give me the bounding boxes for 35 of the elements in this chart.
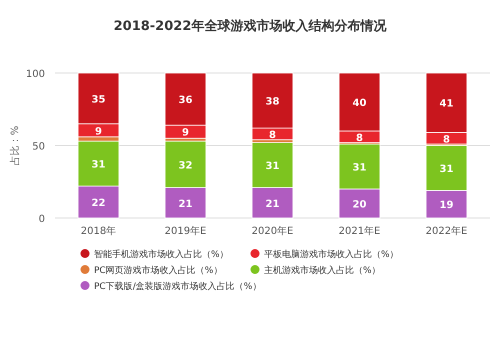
- data-label: 31: [352, 162, 366, 174]
- data-label: 40: [352, 98, 366, 109]
- data-label: 41: [440, 98, 454, 110]
- x-tick-label: 2020年E: [252, 225, 294, 237]
- data-label: 8: [443, 134, 450, 146]
- data-label: 31: [440, 164, 454, 175]
- x-tick-label: 2018年: [80, 225, 116, 237]
- data-label: 19: [440, 200, 454, 212]
- legend-label: PC下载版/盒装版游戏市场收入占比（%）: [94, 281, 262, 292]
- data-label: 20: [352, 200, 366, 210]
- y-tick-label: 0: [38, 214, 45, 225]
- x-tick-label: 2022年E: [426, 225, 468, 237]
- data-label: 36: [178, 95, 192, 106]
- data-label: 9: [182, 128, 190, 139]
- y-tick-label: 100: [26, 69, 45, 80]
- x-tick-label: 2019年E: [164, 225, 206, 237]
- data-label: 35: [92, 94, 106, 106]
- data-label: 22: [92, 198, 106, 210]
- data-label: 8: [269, 130, 276, 141]
- legend-label: 智能手机游戏市场收入占比（%）: [94, 249, 229, 260]
- data-label: 38: [266, 96, 280, 108]
- chart-title: 2018-2022年全球游戏市场收入结构分布情况: [114, 18, 388, 34]
- x-tick-label: 2021年E: [338, 225, 380, 237]
- data-label: 21: [266, 198, 280, 210]
- data-label: 32: [178, 160, 192, 172]
- y-axis-title: 占比：%: [9, 126, 21, 166]
- legend-label: 平板电脑游戏市场收入占比（%）: [264, 249, 399, 260]
- data-label: 31: [266, 161, 280, 172]
- data-label: 31: [92, 160, 106, 171]
- legend-label: PC网页游戏市场收入占比（%）: [94, 265, 222, 276]
- data-label: 21: [178, 198, 192, 210]
- y-tick-label: 50: [32, 142, 45, 152]
- legend-label: 主机游戏市场收入占比（%）: [264, 265, 381, 276]
- data-label: 8: [356, 132, 364, 144]
- data-label: 9: [95, 126, 102, 138]
